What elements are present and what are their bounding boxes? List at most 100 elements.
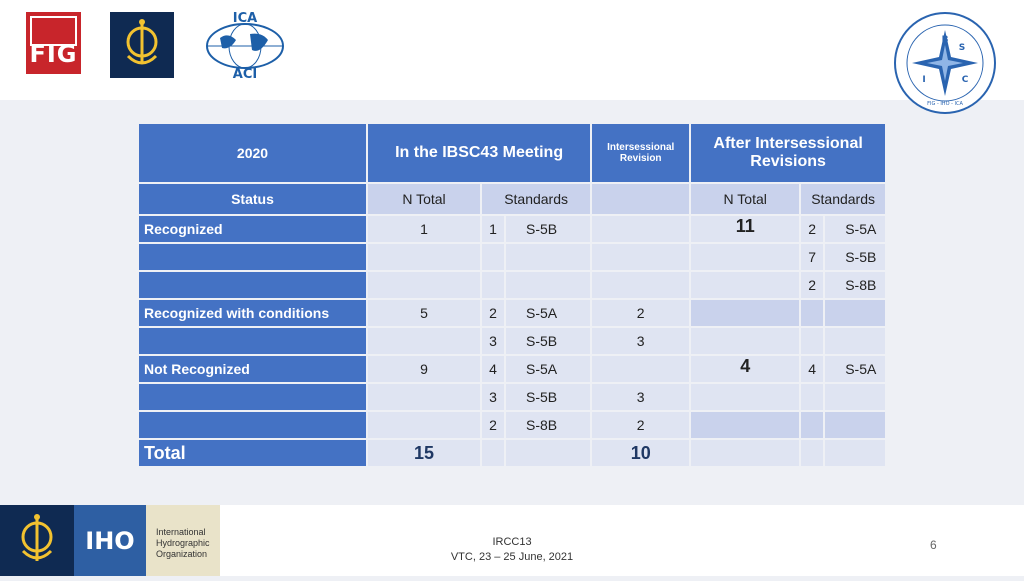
after-count-cell [801, 412, 824, 438]
header-after-revisions: After Intersessional Revisions [691, 124, 885, 182]
count-cell: 3 [482, 328, 504, 354]
standard-cell: S-8B [506, 412, 591, 438]
standard-cell: S-5B [506, 216, 591, 242]
total-label: Total [139, 440, 366, 466]
total-ntotal: 15 [368, 440, 480, 466]
iho-anchor-icon [126, 19, 158, 65]
revision-cell [592, 272, 690, 298]
revision-cell [592, 244, 690, 270]
ibsc-logo: B S I C FIG - IHO - ICA [890, 10, 1000, 116]
iho-footer-name: International Hydrographic Organization [146, 505, 220, 576]
footer-date: VTC, 23 – 25 June, 2021 [450, 551, 574, 563]
ica-top-text: ICA [233, 11, 257, 26]
ntotal-cell [368, 412, 480, 438]
iho-name-line2: Hydrographic [156, 538, 210, 548]
table-row: 2 S-8B [139, 272, 885, 298]
count-cell [482, 272, 504, 298]
revision-cell: 2 [592, 412, 690, 438]
iho-anchor-icon [21, 514, 53, 561]
header-intersessional-line2: Revision [619, 153, 662, 164]
ica-bottom-text: ACI [233, 67, 257, 80]
revision-cell: 2 [592, 300, 690, 326]
after-count-cell [801, 384, 824, 410]
table-row: Recognized with conditions 5 2 S-5A 2 [139, 300, 885, 326]
after-ntotal-cell [691, 384, 800, 410]
logo-bar: FIG ICA ACI B S I C FIG [0, 0, 1024, 114]
standard-cell [506, 244, 591, 270]
compass-rose-icon: B S I C FIG - IHO - ICA [894, 12, 996, 114]
bsc-letter-s: S [959, 43, 965, 53]
footer-meeting: IRCC13 [492, 536, 532, 548]
header-after-line2: Revisions [750, 153, 826, 170]
ntotal-cell [368, 384, 480, 410]
ica-logo: ICA ACI [200, 10, 290, 82]
count-cell: 2 [482, 300, 504, 326]
after-count-cell [801, 328, 824, 354]
after-ntotal-cell [691, 412, 800, 438]
status-cell [139, 272, 366, 298]
status-cell [139, 384, 366, 410]
revision-cell [592, 216, 690, 242]
iho-footer-acronym: IHO [74, 505, 146, 576]
ntotal-cell: 1 [368, 216, 480, 242]
subheader-status: Status [139, 184, 366, 214]
iho-name-line1: International [156, 527, 206, 537]
after-standard-cell [825, 300, 885, 326]
after-standard-cell [825, 328, 885, 354]
after-standard-cell: S-5A [825, 216, 885, 242]
fig-logo: FIG [26, 12, 81, 74]
table-row: 2 S-8B 2 [139, 412, 885, 438]
subheader-ntotal-2: N Total [691, 184, 800, 214]
revision-cell [592, 356, 690, 382]
subheader-standards-2: Standards [801, 184, 885, 214]
after-count-cell: 2 [801, 272, 824, 298]
revision-cell: 3 [592, 384, 690, 410]
after-ntotal-cell [691, 300, 800, 326]
after-standard-cell: S-5B [825, 244, 885, 270]
table-row: 3 S-5B 3 [139, 384, 885, 410]
count-cell: 3 [482, 384, 504, 410]
ntotal-cell [368, 272, 480, 298]
header-intersessional-line1: Intersessional [607, 142, 675, 153]
after-count-cell: 4 [801, 356, 824, 382]
iho-name-line3: Organization [156, 549, 208, 559]
footer-bar: IHO International Hydrographic Organizat… [0, 505, 1024, 576]
header-ibsc43: In the IBSC43 Meeting [368, 124, 591, 182]
after-ntotal-cell [691, 272, 800, 298]
table-row: 3 S-5B 3 [139, 328, 885, 354]
ntotal-cell [368, 244, 480, 270]
count-cell: 1 [482, 216, 504, 242]
header-year: 2020 [139, 124, 366, 182]
status-cell [139, 412, 366, 438]
fig-logo-text: FIG [29, 40, 78, 68]
total-blank [825, 440, 885, 466]
standards-status-table: 2020 In the IBSC43 Meeting Intersessiona… [137, 122, 887, 468]
header-after-line1: After Intersessional [713, 135, 863, 152]
total-blank [691, 440, 800, 466]
after-standard-cell: S-5A [825, 356, 885, 382]
standard-cell: S-5A [506, 356, 591, 382]
count-cell [482, 244, 504, 270]
bsc-ring-bottom: FIG - IHO - ICA [927, 101, 963, 107]
total-row: Total 15 10 [139, 440, 885, 466]
ntotal-cell [368, 328, 480, 354]
after-standard-cell: S-8B [825, 272, 885, 298]
page-number: 6 [930, 538, 937, 552]
after-standard-cell [825, 384, 885, 410]
after-count-cell [801, 300, 824, 326]
status-cell: Recognized [139, 216, 366, 242]
after-count-cell: 7 [801, 244, 824, 270]
subheader-revision-blank [592, 184, 690, 214]
after-count-cell: 2 [801, 216, 824, 242]
table-row: Not Recognized 9 4 S-5A 4 4 S-5A [139, 356, 885, 382]
total-blank [482, 440, 504, 466]
ntotal-cell: 5 [368, 300, 480, 326]
count-cell: 2 [482, 412, 504, 438]
total-blank [801, 440, 824, 466]
subheader-standards-1: Standards [482, 184, 591, 214]
status-cell: Recognized with conditions [139, 300, 366, 326]
after-ntotal-cell: 4 [691, 356, 800, 382]
revision-cell: 3 [592, 328, 690, 354]
after-ntotal-cell: 11 [691, 216, 800, 242]
status-cell [139, 244, 366, 270]
